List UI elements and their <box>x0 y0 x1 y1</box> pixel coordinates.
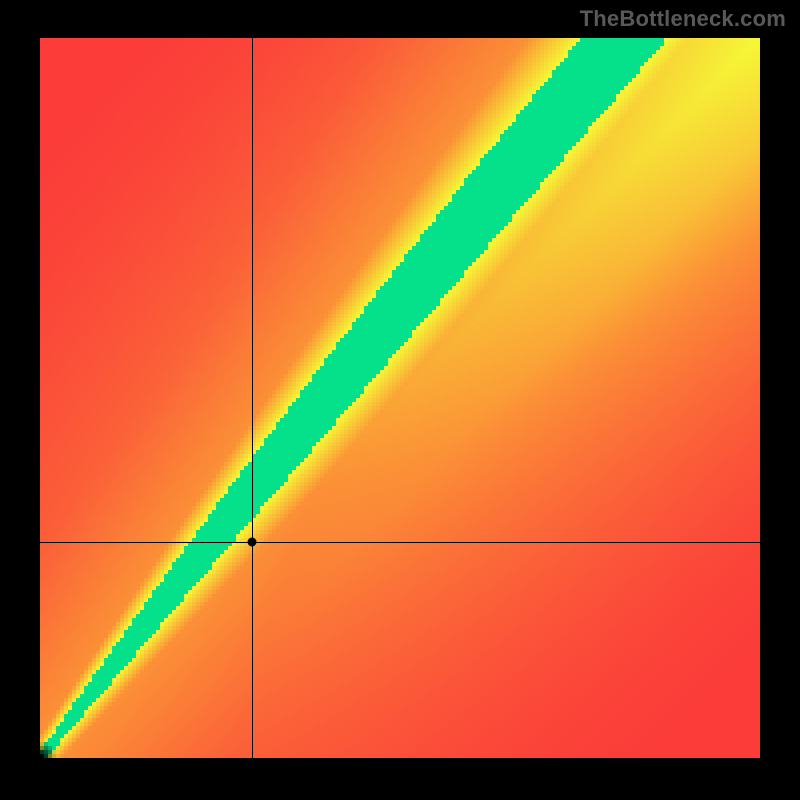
plot-area <box>40 38 760 758</box>
chart-container: TheBottleneck.com <box>0 0 800 800</box>
heatmap-canvas <box>40 38 760 758</box>
crosshair-horizontal <box>40 542 760 543</box>
watermark-text: TheBottleneck.com <box>580 6 786 32</box>
crosshair-marker <box>248 538 257 547</box>
crosshair-vertical <box>252 38 253 758</box>
